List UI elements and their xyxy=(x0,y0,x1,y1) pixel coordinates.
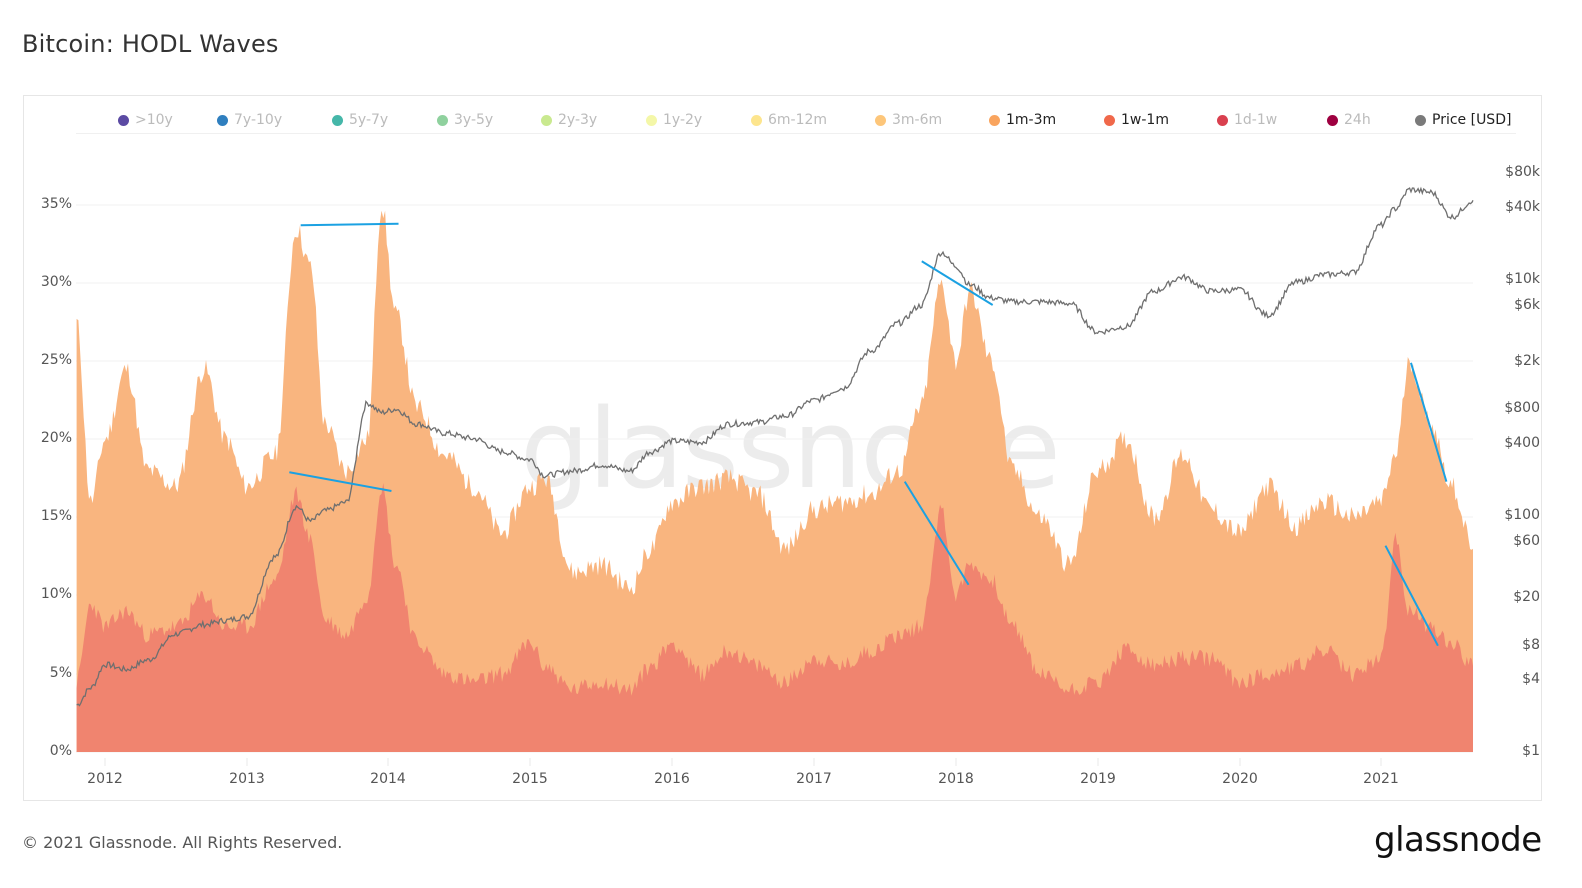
legend-item-3y-5y[interactable]: 3y-5y xyxy=(437,112,493,128)
price-tick-label: $8 xyxy=(1522,637,1540,653)
legend-label: 2y-3y xyxy=(558,112,598,128)
legend-dot-icon xyxy=(217,114,228,126)
legend-item-7y-10y[interactable]: 7y-10y xyxy=(217,112,282,128)
price-tick-label: $2k xyxy=(1514,353,1540,369)
legend-label: 3y-5y xyxy=(454,112,494,128)
legend-dot-icon xyxy=(118,114,129,126)
glassnode-logo: glassnode xyxy=(1374,820,1542,860)
legend-label: 1y-2y xyxy=(663,112,703,128)
price-tick-label: $4 xyxy=(1522,671,1540,687)
legend-item-3m-6m[interactable]: 3m-6m xyxy=(875,112,942,128)
price-tick-label: $20 xyxy=(1513,589,1540,605)
legend-item--10y[interactable]: >10y xyxy=(118,112,173,128)
legend-label: Price [USD] xyxy=(1432,112,1512,128)
legend-label: 6m-12m xyxy=(768,112,828,128)
price-tick-label: $60 xyxy=(1513,533,1540,549)
legend-item-price-usd-[interactable]: Price [USD] xyxy=(1415,112,1511,128)
legend-label: 1d-1w xyxy=(1234,112,1278,128)
legend: >10y 7y-10y 5y-7y 3y-5y 2y-3y 1y-2y 6m-12m 3m-6… xyxy=(24,96,1541,136)
legend-dot-icon xyxy=(1415,114,1426,126)
legend-dot-icon xyxy=(1327,114,1338,126)
legend-label: >10y xyxy=(135,112,173,128)
y-tick-label: 15% xyxy=(40,508,72,524)
price-tick-label: $100 xyxy=(1504,507,1540,523)
legend-dot-icon xyxy=(332,114,343,126)
x-tick-label: 2021 xyxy=(1363,771,1399,787)
legend-dot-icon xyxy=(751,114,762,126)
x-tick-label: 2019 xyxy=(1080,771,1116,787)
legend-label: 24h xyxy=(1344,112,1371,128)
x-tick-label: 2020 xyxy=(1222,771,1258,787)
legend-dot-icon xyxy=(989,114,1000,126)
legend-dot-icon xyxy=(541,114,552,126)
trendline-annotations xyxy=(289,222,1448,647)
price-tick-label: $400 xyxy=(1504,435,1540,451)
area-1w-1m xyxy=(76,483,1474,752)
area-1m-3m xyxy=(76,210,1474,753)
price-tick-label: $6k xyxy=(1514,297,1540,313)
legend-dot-icon xyxy=(875,114,886,126)
price-tick-label: $40k xyxy=(1505,199,1540,215)
legend-item-24h[interactable]: 24h xyxy=(1327,112,1371,128)
legend-label: 3m-6m xyxy=(892,112,943,128)
y-tick-label: 10% xyxy=(40,586,72,602)
legend-label: 1m-3m xyxy=(1006,112,1057,128)
legend-item-1m-3m[interactable]: 1m-3m xyxy=(989,112,1056,128)
x-tick-label: 2013 xyxy=(229,771,265,787)
y-tick-label: 25% xyxy=(40,352,72,368)
y-tick-label: 5% xyxy=(49,665,72,681)
legend-divider xyxy=(76,133,1516,134)
y-tick-label: 0% xyxy=(49,743,72,759)
y-tick-label: 35% xyxy=(40,196,72,212)
copyright-text: © 2021 Glassnode. All Rights Reserved. xyxy=(22,833,343,852)
area-series xyxy=(76,210,1474,753)
x-tick-label: 2014 xyxy=(370,771,406,787)
x-tick-label: 2016 xyxy=(654,771,690,787)
legend-label: 5y-7y xyxy=(349,112,389,128)
legend-item-2y-3y[interactable]: 2y-3y xyxy=(541,112,597,128)
legend-item-6m-12m[interactable]: 6m-12m xyxy=(751,112,827,128)
legend-dot-icon xyxy=(1217,114,1228,126)
price-tick-label: $1 xyxy=(1522,743,1540,759)
y-tick-label: 20% xyxy=(40,430,72,446)
legend-dot-icon xyxy=(646,114,657,126)
x-tick-label: 2017 xyxy=(796,771,832,787)
legend-dot-icon xyxy=(1104,114,1115,126)
x-tick-label: 2012 xyxy=(87,771,123,787)
price-tick-label: $800 xyxy=(1504,400,1540,416)
legend-dot-icon xyxy=(437,114,448,126)
legend-item-1d-1w[interactable]: 1d-1w xyxy=(1217,112,1277,128)
x-tick-label: 2018 xyxy=(938,771,974,787)
legend-item-5y-7y[interactable]: 5y-7y xyxy=(332,112,388,128)
legend-item-1y-2y[interactable]: 1y-2y xyxy=(646,112,702,128)
chart-title: Bitcoin: HODL Waves xyxy=(22,30,279,58)
legend-item-1w-1m[interactable]: 1w-1m xyxy=(1104,112,1169,128)
legend-label: 1w-1m xyxy=(1121,112,1169,128)
price-line xyxy=(76,186,1474,707)
legend-label: 7y-10y xyxy=(234,112,283,128)
y-tick-label: 30% xyxy=(40,274,72,290)
x-tick-label: 2015 xyxy=(512,771,548,787)
price-tick-label: $10k xyxy=(1505,271,1540,287)
price-tick-label: $80k xyxy=(1505,164,1540,180)
